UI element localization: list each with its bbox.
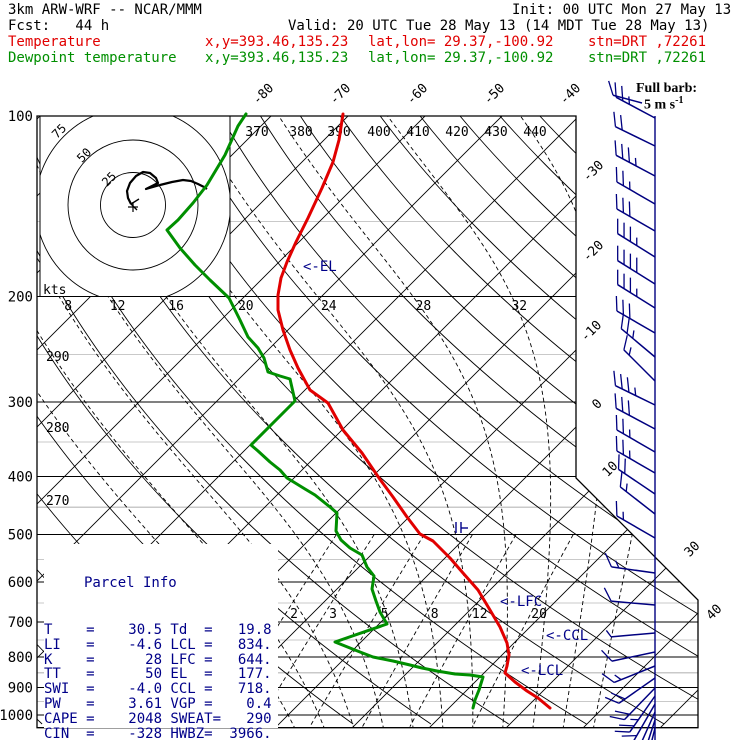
theta-label: 420 <box>445 125 468 140</box>
temperature-station: stn=DRT ,72261 <box>588 34 707 50</box>
parcel-info-line: K = 28 LFC = 644. <box>44 651 272 668</box>
theta-label: 410 <box>406 125 429 140</box>
pressure-axis-label: 800 <box>8 650 33 666</box>
wind-barb-column <box>601 80 656 740</box>
isotherm-label-right: -30 <box>580 158 607 185</box>
temperature-curve <box>276 112 552 710</box>
pressure-axis-label: 900 <box>8 681 33 697</box>
isotherm-label-top: -40 <box>557 81 584 108</box>
isotherm-label-right: 10 <box>600 459 622 481</box>
moist-adiabat-label: 32 <box>511 299 527 314</box>
hodograph-trace <box>125 170 208 205</box>
barb-legend-title: Full barb: <box>636 81 698 96</box>
parcel-info-line: SWI = -4.0 CCL = 718. <box>44 681 272 698</box>
parcel-info-panel: Parcel Info T = 30.5 Td = 19.8 LI = -4.6 … <box>44 544 278 740</box>
parcel-info-line: CAPE = 2048 SWEAT= 290 <box>44 710 272 727</box>
isotherm-label-top: -50 <box>481 81 508 108</box>
forecast-hour: Fcst: 44 h <box>8 18 110 34</box>
moist-adiabat-label: 28 <box>416 299 432 314</box>
valid-time: Valid: 20 UTC Tue 28 May 13 (14 MDT Tue … <box>288 18 710 34</box>
pressure-axis-label: 500 <box>8 528 33 544</box>
theta-label: 440 <box>523 125 546 140</box>
isotherm-label-top: -70 <box>327 81 354 108</box>
theta-label: 380 <box>289 125 312 140</box>
parcel-info-line: CIN = -328 HWBZ= 3966. <box>44 725 272 740</box>
parcel-info-title: Parcel Info <box>84 574 177 591</box>
temperature-latlon: lat,lon= 29.37,-100.92 <box>368 34 554 50</box>
isotherm-label-right: -20 <box>580 238 607 265</box>
pressure-axis-label: 600 <box>8 575 33 591</box>
parcel-info-line: PW = 3.61 VGP = 0.4 <box>44 695 272 712</box>
barb-legend: Full barb: 5 m s-1 <box>636 81 698 113</box>
pressure-axis-label: 100 <box>8 109 33 125</box>
moist-adiabat-label: 20 <box>238 299 254 314</box>
isotherm-label-right: -10 <box>578 318 605 345</box>
init-time: Init: 00 UTC Mon 27 May 13 <box>512 2 732 18</box>
isotherm-label-right: 30 <box>682 539 704 561</box>
dewpoint-series-label: Dewpoint temperature <box>8 50 177 66</box>
mixing-ratio-label: 5 <box>381 607 389 622</box>
pressure-axis-label: 700 <box>8 615 33 631</box>
theta-label: 280 <box>46 421 69 436</box>
dewpoint-curve <box>165 112 485 710</box>
isotherm-label-top: -80 <box>250 81 277 108</box>
dewpoint-xy: x,y=393.46,135.23 <box>205 50 349 66</box>
level-annotations: <-EL <-LFC <-CCL <-LCL <box>303 259 588 679</box>
parcel-info-line: TT = 50 EL = 177. <box>44 666 272 683</box>
isotherm-label-top: -60 <box>404 81 431 108</box>
mixing-ratio-label: 20 <box>531 607 547 622</box>
theta-label: 430 <box>484 125 507 140</box>
annotation-label: <-CCL <box>546 628 588 644</box>
mixing-ratio-label: 2 <box>290 607 298 622</box>
theta-label: 270 <box>46 494 69 509</box>
pressure-axis-label: 1000 <box>0 708 33 724</box>
parcel-info-line: T = 30.5 Td = 19.8 <box>44 621 272 638</box>
annotation-label: <-LFC <box>500 594 542 610</box>
isotherm-label-right: 0 <box>589 396 605 412</box>
parcel-info-line: LI = -4.6 LCL = 834. <box>44 636 272 653</box>
mixing-ratio-label: 12 <box>472 607 488 622</box>
dewpoint-station: stn=DRT ,72261 <box>588 50 707 66</box>
moist-adiabat-label: 8 <box>64 299 72 314</box>
pressure-axis-label: 300 <box>8 395 33 411</box>
annotation-label: <-EL <box>303 259 337 275</box>
hodograph-units-label: kts <box>43 283 66 298</box>
theta-label: 290 <box>46 350 69 365</box>
moist-adiabat-label: 12 <box>110 299 126 314</box>
barb-legend-value: 5 m s-1 <box>644 95 684 113</box>
model-title: 3km ARW-WRF -- NCAR/MMM <box>8 2 202 18</box>
pressure-axis-label: 400 <box>8 470 33 486</box>
temperature-series-label: Temperature <box>8 34 101 50</box>
moist-adiabat-label: 24 <box>321 299 337 314</box>
mixing-ratio-label: 3 <box>329 607 337 622</box>
dewpoint-latlon: lat,lon= 29.37,-100.92 <box>368 50 554 66</box>
mixing-ratio-label: 8 <box>431 607 439 622</box>
theta-label: 370 <box>245 125 268 140</box>
annotation-label: <-LCL <box>521 663 563 679</box>
plot-boundary <box>36 115 699 729</box>
pressure-axis-label: 200 <box>8 289 33 305</box>
temperature-xy: x,y=393.46,135.23 <box>205 34 349 50</box>
theta-label: 400 <box>367 125 390 140</box>
moist-adiabat-label: 16 <box>168 299 184 314</box>
isotherm-label-right: 40 <box>704 602 726 624</box>
